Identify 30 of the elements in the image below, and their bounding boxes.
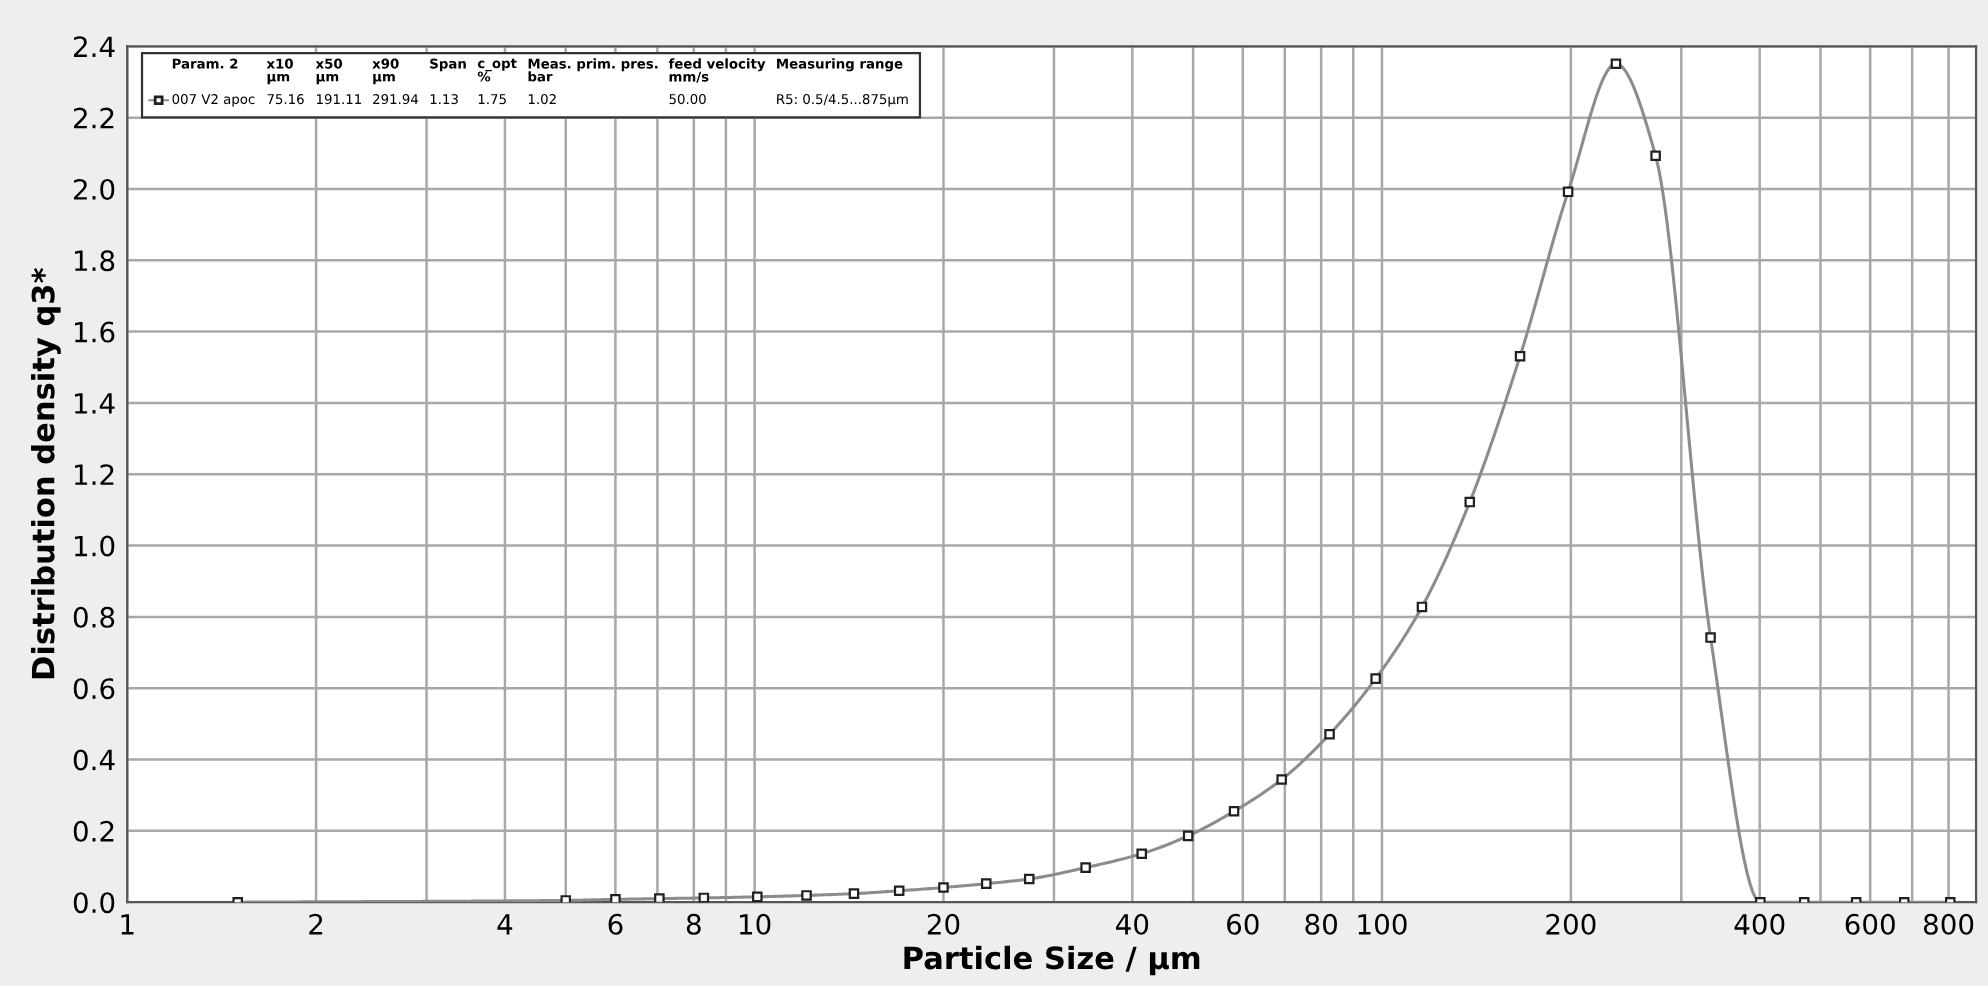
x-tick-label: 100 — [1358, 913, 1407, 935]
x-tick-label: 1 — [121, 914, 134, 935]
y-axis-title: Distribution density q3* — [31, 268, 61, 679]
x-tick-label: 40 — [1116, 913, 1149, 935]
x-axis-title: Particle Size / µm — [904, 945, 1200, 976]
y-tick-label: 0.0 — [73, 892, 115, 914]
x-tick-label: 6 — [608, 913, 623, 935]
x-tick-label: 8 — [686, 913, 701, 935]
y-tick-label: 1.0 — [75, 535, 115, 557]
y-tick-label: 1.4 — [75, 393, 115, 414]
x-tick-label: 4 — [497, 914, 513, 935]
x-tick-label: 800 — [1923, 913, 1974, 935]
y-tick-label: 0.4 — [73, 749, 115, 771]
x-tick-label: 600 — [1845, 913, 1895, 935]
x-tick-label: 60 — [1227, 913, 1259, 935]
y-tick-label: 1.6 — [75, 321, 115, 343]
x-tick-label: 20 — [927, 913, 960, 935]
x-tick-label: 80 — [1305, 913, 1338, 935]
y-tick-label: 2.0 — [73, 178, 115, 200]
y-tick-label: 0.6 — [73, 678, 115, 700]
y-tick-label: 0.8 — [73, 606, 115, 628]
y-tick-label: 1.2 — [75, 464, 114, 485]
x-tick-label: 400 — [1734, 913, 1785, 935]
x-tick-label: 2 — [309, 913, 323, 935]
y-tick-label: 0.2 — [73, 820, 114, 842]
x-tick-label: 200 — [1546, 913, 1596, 935]
y-tick-label: 2.4 — [73, 36, 115, 57]
y-tick-label: 2.2 — [73, 107, 114, 129]
y-tick-label: 1.8 — [75, 250, 115, 272]
x-tick-label: 10 — [739, 913, 771, 935]
